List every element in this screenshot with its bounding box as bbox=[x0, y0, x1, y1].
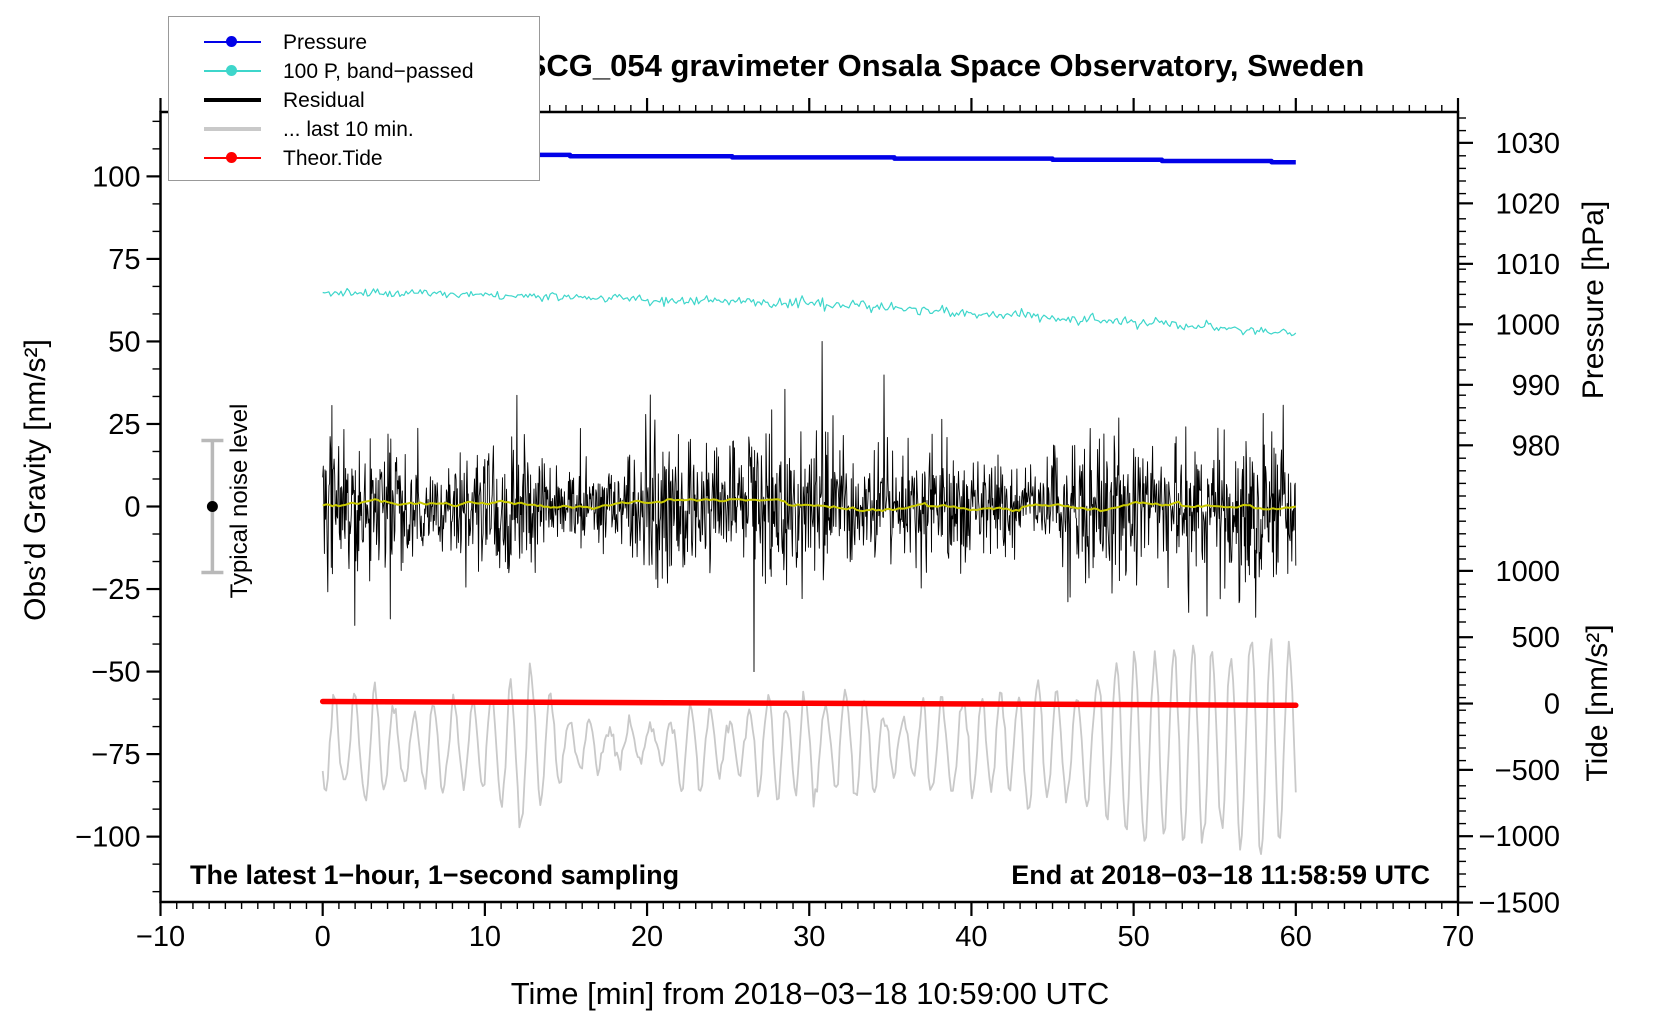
end-time-note: End at 2018−03−18 11:58:59 UTC bbox=[1011, 860, 1430, 890]
svg-text:50: 50 bbox=[108, 326, 140, 358]
pressure-dot-icon bbox=[226, 36, 237, 47]
last10-line-swatch bbox=[204, 127, 261, 131]
legend: Pressure 100 P, band−passed Residual ...… bbox=[168, 16, 540, 181]
typical-noise-level-label: Typical noise level bbox=[226, 403, 253, 599]
svg-text:20: 20 bbox=[631, 921, 663, 953]
theortide-dot-icon bbox=[226, 152, 237, 163]
x-axis-label: Time [min] from 2018−03−18 10:59:00 UTC bbox=[510, 976, 1110, 1011]
svg-text:0: 0 bbox=[315, 921, 331, 953]
svg-text:−1000: −1000 bbox=[1479, 821, 1560, 853]
legend-item-residual: Residual bbox=[169, 86, 539, 115]
sampling-note: The latest 1−hour, 1−second sampling bbox=[190, 860, 680, 890]
svg-text:10: 10 bbox=[469, 921, 501, 953]
svg-text:1000: 1000 bbox=[1495, 309, 1560, 341]
svg-text:0: 0 bbox=[124, 492, 140, 524]
svg-text:30: 30 bbox=[793, 921, 825, 953]
svg-text:50: 50 bbox=[1117, 921, 1149, 953]
svg-text:25: 25 bbox=[108, 409, 140, 441]
svg-text:−100: −100 bbox=[75, 822, 140, 854]
legend-label: Residual bbox=[283, 89, 365, 112]
svg-text:75: 75 bbox=[108, 244, 140, 276]
svg-text:980: 980 bbox=[1512, 430, 1560, 462]
legend-item-theortide: Theor.Tide bbox=[169, 144, 539, 173]
legend-label: ... last 10 min. bbox=[283, 118, 414, 141]
svg-text:70: 70 bbox=[1442, 921, 1474, 953]
svg-text:500: 500 bbox=[1512, 622, 1560, 654]
legend-item-pressure: Pressure bbox=[169, 28, 539, 57]
svg-text:1020: 1020 bbox=[1495, 188, 1560, 220]
bandpassed-dot-icon bbox=[226, 65, 237, 76]
y-axis-label-gravity: Obs’d Gravity [nm/s²] bbox=[19, 339, 52, 621]
legend-item-last10: ... last 10 min. bbox=[169, 115, 539, 144]
svg-text:40: 40 bbox=[955, 921, 987, 953]
legend-label: 100 P, band−passed bbox=[283, 60, 474, 83]
svg-text:990: 990 bbox=[1512, 370, 1560, 402]
svg-text:−50: −50 bbox=[91, 657, 140, 689]
legend-label: Pressure bbox=[283, 31, 368, 54]
svg-text:−1500: −1500 bbox=[1479, 888, 1560, 920]
y-axis-label-pressure: Pressure [hPa] bbox=[1577, 200, 1610, 400]
svg-text:−10: −10 bbox=[136, 921, 185, 953]
svg-text:60: 60 bbox=[1280, 921, 1312, 953]
legend-label: Theor.Tide bbox=[283, 147, 383, 170]
svg-text:−75: −75 bbox=[91, 739, 140, 771]
svg-text:100: 100 bbox=[92, 161, 140, 193]
svg-text:−25: −25 bbox=[91, 574, 140, 606]
svg-text:1030: 1030 bbox=[1495, 128, 1560, 160]
residual-line-swatch bbox=[204, 98, 261, 102]
svg-text:−500: −500 bbox=[1495, 755, 1560, 787]
page-title: SCG_054 gravimeter Onsala Space Observat… bbox=[525, 48, 1365, 83]
legend-item-bandpassed: 100 P, band−passed bbox=[169, 57, 539, 86]
svg-text:0: 0 bbox=[1544, 689, 1560, 721]
y-axis-label-tide: Tide [nm/s²] bbox=[1581, 624, 1614, 782]
svg-text:1010: 1010 bbox=[1495, 249, 1560, 281]
svg-text:1000: 1000 bbox=[1495, 556, 1560, 588]
